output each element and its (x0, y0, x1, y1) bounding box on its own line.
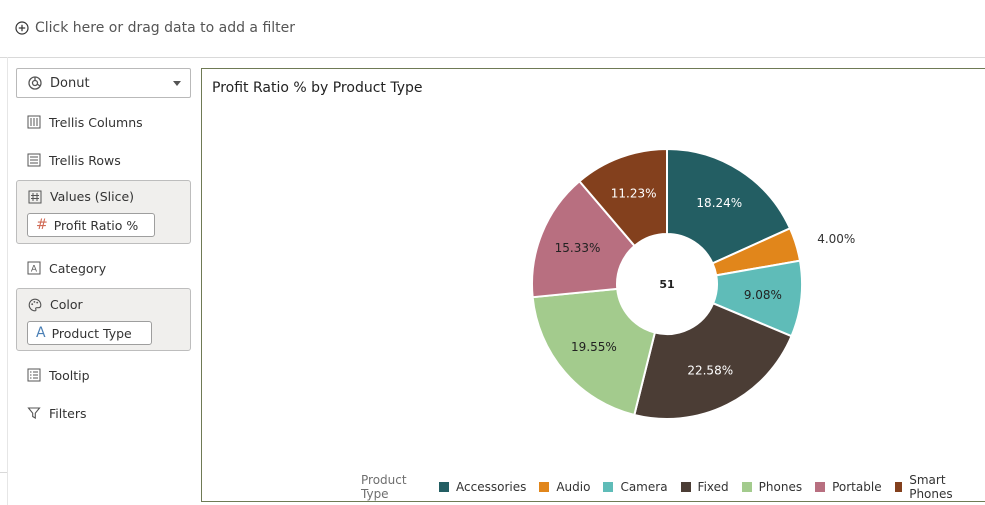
tooltip-icon (27, 368, 41, 382)
slice-value-label: 11.23% (611, 186, 657, 200)
category-drop-target[interactable]: A Category (16, 257, 191, 279)
donut-chart: 18.24% 4.00% 9.08% 22.58% 19.55% 15.33% 11.23%… (531, 147, 855, 420)
legend-title: Product Type (361, 473, 407, 501)
trellis-rows-label: Trellis Rows (49, 152, 121, 168)
legend-item-phones[interactable]: Phones (741, 480, 803, 494)
category-attribute-icon: A (27, 261, 41, 275)
legend-label: Phones (758, 480, 803, 494)
product-type-pill-label: Product Type (51, 325, 132, 341)
tooltip-label: Tooltip (49, 367, 90, 383)
color-group[interactable]: Color A Product Type (16, 288, 191, 351)
legend-label: Portable (832, 480, 882, 494)
slice-value-label: 22.58% (687, 363, 733, 377)
trellis-rows-drop-target[interactable]: Trellis Rows (16, 149, 191, 171)
add-filter-label: Click here or drag data to add a filter (35, 20, 296, 36)
svg-text:A: A (31, 265, 38, 275)
divider (0, 472, 7, 473)
chart-legend: Product Type Accessories Audio Camera Fixed… (361, 473, 985, 501)
legend-item-audio[interactable]: Audio (539, 480, 590, 494)
legend-label: Camera (620, 480, 668, 494)
values-slice-label: Values (Slice) (50, 189, 135, 204)
filter-bar: Click here or drag data to add a filter (0, 0, 985, 58)
trellis-columns-label: Trellis Columns (49, 114, 143, 130)
legend-label: Audio (556, 480, 591, 494)
legend-label: Smart Phones (909, 473, 953, 501)
trellis-columns-icon (27, 115, 41, 129)
slice-value-label: 15.33% (555, 241, 601, 255)
legend-label: Fixed (697, 480, 729, 494)
tooltip-drop-target[interactable]: Tooltip (16, 364, 191, 386)
legend-swatch (439, 482, 450, 492)
legend-item-fixed[interactable]: Fixed (680, 480, 729, 494)
slice-value-label: 18.24% (696, 196, 742, 210)
left-gutter (0, 57, 8, 505)
chevron-down-icon (173, 81, 181, 86)
trellis-columns-drop-target[interactable]: Trellis Columns (16, 111, 191, 133)
legend-item-accessories[interactable]: Accessories (439, 480, 526, 494)
add-filter-button[interactable]: Click here or drag data to add a filter (15, 20, 295, 36)
filters-drop-target[interactable]: Filters (16, 402, 191, 424)
profit-ratio-pill[interactable]: # Profit Ratio % (27, 213, 155, 237)
legend-swatch (815, 482, 826, 492)
donut-slice-fixed[interactable] (633, 302, 793, 420)
attribute-a-icon: A (36, 325, 46, 341)
product-type-pill[interactable]: A Product Type (27, 321, 152, 345)
donut-slice-portable[interactable] (531, 179, 636, 299)
donut-chart-icon (28, 76, 42, 90)
category-label: Category (49, 260, 107, 276)
chart-title: Profit Ratio % by Product Type (212, 80, 423, 96)
slice-value-label: 9.08% (744, 288, 782, 302)
visualization-canvas: Profit Ratio % by Product Type 18.24% 4.0… (201, 68, 985, 502)
legend-item-smart-phones[interactable]: Smart Phones (894, 473, 973, 501)
legend-swatch (741, 482, 752, 492)
palette-icon (28, 298, 42, 311)
chart-type-value: Donut (50, 75, 90, 91)
slice-value-label: 4.00% (817, 232, 855, 246)
add-circle-icon (15, 21, 29, 35)
trellis-rows-icon (27, 153, 41, 167)
filters-label: Filters (49, 405, 87, 421)
funnel-icon (27, 407, 41, 419)
legend-swatch (603, 482, 614, 492)
legend-swatch (680, 482, 691, 492)
slice-value-label: 19.55% (571, 340, 617, 354)
legend-item-camera[interactable]: Camera (603, 480, 668, 494)
profit-ratio-pill-label: Profit Ratio % (53, 217, 139, 233)
legend-item-portable[interactable]: Portable (815, 480, 882, 494)
values-slice-group[interactable]: Values (Slice) # Profit Ratio % (16, 180, 191, 244)
donut-slice-phones[interactable] (531, 287, 657, 417)
donut-slice-smart-phones[interactable] (578, 147, 668, 248)
legend-label: Accessories (456, 480, 527, 494)
legend-swatch (539, 482, 550, 492)
donut-center-total: 51 (659, 278, 674, 291)
donut-slice-accessories[interactable] (666, 147, 792, 265)
measure-hash-icon: # (36, 217, 48, 233)
chart-type-select[interactable]: Donut (16, 68, 191, 98)
legend-swatch (894, 482, 903, 492)
values-grid-icon (28, 190, 42, 203)
color-label: Color (50, 297, 83, 312)
